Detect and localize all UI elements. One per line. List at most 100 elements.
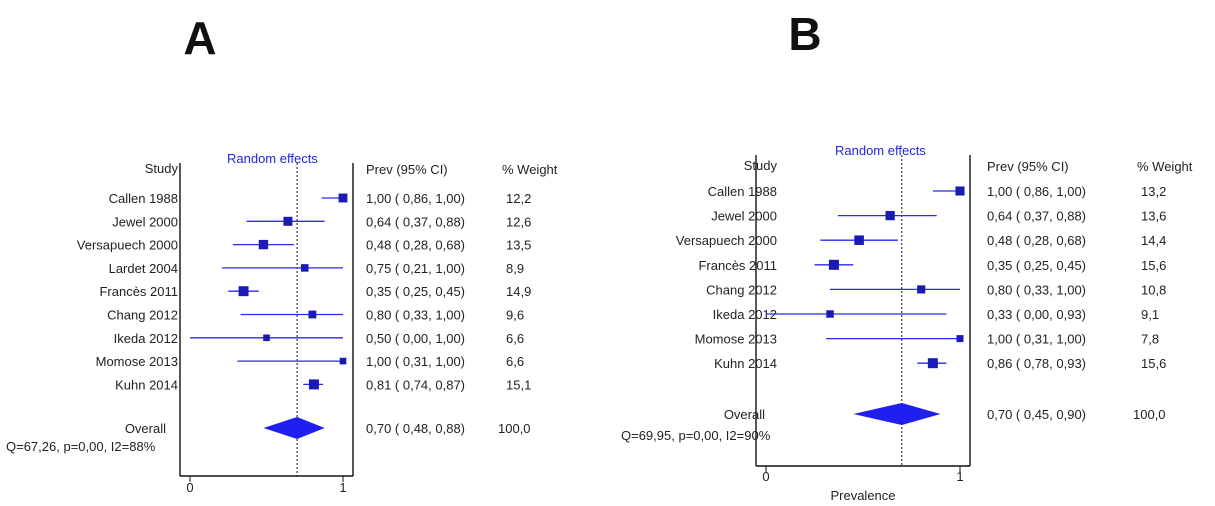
study-name: Versapuech 2000	[77, 238, 178, 253]
study-prev-ci: 0,64 ( 0,37, 0,88)	[366, 214, 465, 229]
study-row: Callen 1988 1,00 ( 0,86, 1,00) 12,2	[109, 191, 532, 206]
study-weight: 15,1	[506, 377, 531, 392]
study-name: Ikeda 2012	[713, 307, 777, 322]
study-prev-ci: 0,50 ( 0,00, 1,00)	[366, 331, 465, 346]
study-name: Callen 1988	[109, 191, 178, 206]
study-point-marker	[854, 235, 864, 245]
study-point-marker	[258, 239, 269, 250]
study-weight: 6,6	[506, 354, 524, 369]
study-point-marker	[283, 216, 293, 226]
study-name: Jewel 2000	[711, 209, 777, 224]
study-weight: 13,6	[1141, 209, 1166, 224]
study-weight: 15,6	[1141, 258, 1166, 273]
study-prev-ci: 1,00 ( 0,86, 1,00)	[987, 184, 1086, 199]
overall-label: Overall	[125, 421, 166, 436]
study-row: Francès 2011 0,35 ( 0,25, 0,45) 14,9	[99, 284, 531, 299]
study-name: Momose 2013	[96, 354, 178, 369]
study-prev-ci: 0,35 ( 0,25, 0,45)	[366, 284, 465, 299]
study-point-marker	[956, 335, 964, 343]
study-row: Lardet 2004 0,75 ( 0,21, 1,00) 8,9	[109, 261, 524, 276]
study-name: Chang 2012	[107, 308, 178, 323]
x-tick-label: 1	[339, 480, 346, 495]
study-point-marker	[300, 264, 309, 272]
heterogeneity-stats: Q=67,26, p=0,00, I2=88%	[6, 439, 156, 454]
overall-diamond	[853, 403, 941, 425]
panel-label: B	[788, 8, 821, 60]
weight-column-header: % Weight	[1137, 159, 1193, 174]
study-row: Versapuech 2000 0,48 ( 0,28, 0,68) 14,4	[676, 233, 1167, 248]
study-weight: 12,2	[506, 191, 531, 206]
study-prev-ci: 1,00 ( 0,86, 1,00)	[366, 191, 465, 206]
study-prev-ci: 0,48 ( 0,28, 0,68)	[366, 238, 465, 253]
study-row: Momose 2013 1,00 ( 0,31, 1,00) 6,6	[96, 354, 524, 369]
overall-label: Overall	[724, 407, 765, 422]
study-weight: 9,6	[506, 308, 524, 323]
study-point-marker	[917, 285, 926, 294]
study-name: Callen 1988	[708, 184, 777, 199]
forest-plot-panel-b: B Random effects 0 1 Prevalence Study Prev (95…	[621, 8, 1193, 503]
prev-column-header: Prev (95% CI)	[987, 159, 1069, 174]
study-weight: 12,6	[506, 214, 531, 229]
x-tick-label: 0	[762, 469, 769, 484]
x-axis-label: Prevalence	[830, 488, 895, 503]
panel-label: A	[183, 12, 216, 64]
study-weight: 13,5	[506, 238, 531, 253]
weight-column-header: % Weight	[502, 162, 558, 177]
model-label: Random effects	[835, 143, 926, 158]
study-prev-ci: 0,86 ( 0,78, 0,93)	[987, 356, 1086, 371]
study-point-marker	[238, 286, 249, 297]
study-prev-ci: 1,00 ( 0,31, 1,00)	[987, 332, 1086, 347]
study-column-header: Study	[744, 158, 778, 173]
study-row: Chang 2012 0,80 ( 0,33, 1,00) 10,8	[706, 282, 1166, 297]
study-weight: 9,1	[1141, 307, 1159, 322]
prev-column-header: Prev (95% CI)	[366, 162, 448, 177]
study-point-marker	[826, 310, 834, 318]
study-prev-ci: 0,80 ( 0,33, 1,00)	[366, 308, 465, 323]
study-weight: 8,9	[506, 261, 524, 276]
study-prev-ci: 0,35 ( 0,25, 0,45)	[987, 258, 1086, 273]
study-name: Kuhn 2014	[714, 356, 777, 371]
x-tick-label: 1	[956, 469, 963, 484]
study-row: Ikeda 2012 0,33 ( 0,00, 0,93) 9,1	[713, 307, 1159, 322]
study-prev-ci: 0,48 ( 0,28, 0,68)	[987, 233, 1086, 248]
model-label: Random effects	[227, 151, 318, 166]
study-point-marker	[828, 259, 839, 270]
study-row: Chang 2012 0,80 ( 0,33, 1,00) 9,6	[107, 308, 524, 323]
study-row: Kuhn 2014 0,81 ( 0,74, 0,87) 15,1	[115, 377, 531, 392]
study-name: Ikeda 2012	[114, 331, 178, 346]
study-row: Kuhn 2014 0,86 ( 0,78, 0,93) 15,6	[714, 356, 1166, 371]
study-column-header: Study	[145, 161, 179, 176]
study-prev-ci: 0,81 ( 0,74, 0,87)	[366, 377, 465, 392]
study-point-marker	[885, 210, 895, 221]
study-name: Jewel 2000	[112, 214, 178, 229]
study-name: Francès 2011	[698, 258, 777, 273]
study-row: Callen 1988 1,00 ( 0,86, 1,00) 13,2	[708, 184, 1167, 199]
study-row: Francès 2011 0,35 ( 0,25, 0,45) 15,6	[698, 258, 1166, 273]
study-prev-ci: 0,80 ( 0,33, 1,00)	[987, 282, 1086, 297]
study-point-marker	[339, 357, 347, 365]
study-prev-ci: 0,33 ( 0,00, 0,93)	[987, 307, 1086, 322]
study-weight: 14,4	[1141, 233, 1166, 248]
study-name: Versapuech 2000	[676, 233, 777, 248]
study-name: Momose 2013	[695, 332, 777, 347]
study-point-marker	[338, 193, 348, 203]
overall-weight: 100,0	[498, 421, 531, 436]
overall-weight: 100,0	[1133, 407, 1166, 422]
study-prev-ci: 1,00 ( 0,31, 1,00)	[366, 354, 465, 369]
overall-diamond	[263, 417, 325, 439]
study-name: Lardet 2004	[109, 261, 178, 276]
study-name: Francès 2011	[99, 284, 178, 299]
forest-plot-panel-a: A Random effects 0 1 Study Prev (95% CI) % Wei…	[6, 12, 558, 495]
study-weight: 10,8	[1141, 282, 1166, 297]
study-weight: 7,8	[1141, 332, 1159, 347]
study-prev-ci: 0,75 ( 0,21, 1,00)	[366, 261, 465, 276]
overall-prev-ci: 0,70 ( 0,48, 0,88)	[366, 421, 465, 436]
study-weight: 6,6	[506, 331, 524, 346]
study-weight: 13,2	[1141, 184, 1166, 199]
study-point-marker	[308, 379, 319, 390]
study-row: Jewel 2000 0,64 ( 0,37, 0,88) 12,6	[112, 214, 531, 229]
study-weight: 14,9	[506, 284, 531, 299]
study-weight: 15,6	[1141, 356, 1166, 371]
study-name: Kuhn 2014	[115, 377, 178, 392]
study-row: Jewel 2000 0,64 ( 0,37, 0,88) 13,6	[711, 209, 1166, 224]
